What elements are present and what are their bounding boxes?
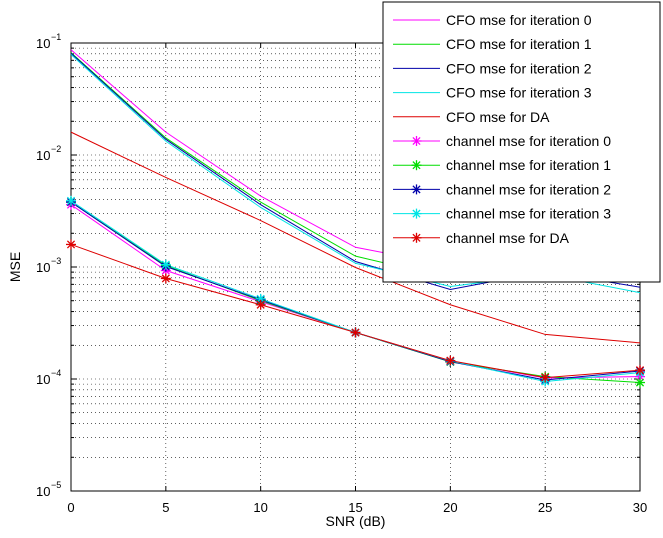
legend-item: channel mse for iteration 1 — [393, 157, 611, 173]
x-axis-tick-labels: 0 5 10 15 20 25 30 — [67, 500, 647, 515]
data-point-star-marker — [255, 299, 266, 310]
legend-item: CFO mse for iteration 1 — [393, 36, 592, 52]
star-marker-stroke — [412, 136, 421, 146]
legend-label: channel mse for DA — [446, 230, 570, 246]
y-tick-label: 10 −2 — [36, 144, 61, 163]
data-point-star-marker — [635, 365, 645, 376]
legend-label: CFO mse for iteration 0 — [446, 12, 592, 28]
data-point-star-marker — [411, 208, 422, 219]
y-axis-tick-labels: 10−510−410−310−210−1 — [36, 32, 61, 499]
data-point-star-marker — [411, 136, 422, 146]
y-tick-label-exponent: −3 — [51, 256, 61, 266]
legend-label: CFO mse for iteration 3 — [446, 85, 592, 101]
data-point-star-marker — [66, 195, 76, 206]
legend-box — [382, 1, 661, 283]
legend: CFO mse for iteration 0 CFO mse for itera… — [382, 1, 661, 283]
y-tick-label-base: 10 — [36, 372, 50, 387]
data-point-star-marker — [350, 327, 361, 338]
legend-item: CFO mse for iteration 2 — [393, 60, 592, 76]
y-tick-label-exponent: −5 — [51, 480, 61, 490]
legend-label: channel mse for iteration 2 — [446, 181, 611, 197]
star-marker-stroke — [161, 260, 170, 269]
star-marker-stroke — [351, 328, 360, 337]
legend-item: channel mse for iteration 2 — [393, 181, 611, 197]
star-marker-stroke — [635, 378, 645, 387]
data-point-star-marker — [160, 259, 171, 270]
x-tick-label: 5 — [162, 500, 169, 515]
star-marker-stroke — [161, 274, 170, 283]
star-marker-stroke — [256, 294, 265, 303]
y-tick-label-base: 10 — [36, 148, 50, 163]
legend-label: channel mse for iteration 0 — [446, 133, 611, 149]
star-marker-stroke — [446, 356, 455, 365]
y-tick-label-base: 10 — [36, 36, 50, 51]
legend-item: channel mse for iteration 3 — [393, 206, 611, 222]
series-line — [70, 131, 641, 344]
x-tick-label: 30 — [633, 500, 647, 515]
star-marker-stroke — [66, 240, 76, 249]
y-tick-label: 10 −5 — [36, 480, 61, 499]
series-markers — [66, 195, 645, 388]
y-tick-label-exponent: −4 — [51, 368, 61, 378]
star-marker-stroke — [541, 373, 550, 382]
data-point-star-marker — [411, 160, 422, 171]
x-tick-label: 15 — [348, 500, 362, 515]
data-point-star-marker — [445, 355, 456, 366]
legend-item: CFO mse for iteration 3 — [393, 85, 592, 101]
x-tick-label: 0 — [67, 500, 74, 515]
data-point-star-marker — [411, 232, 422, 243]
legend-item: channel mse for DA — [393, 230, 570, 246]
y-tick-label-base: 10 — [36, 260, 50, 275]
legend-item: CFO mse for iteration 0 — [393, 12, 592, 28]
legend-item: CFO mse for DA — [393, 109, 550, 125]
y-tick-label: 10 −1 — [36, 32, 61, 51]
data-point-star-marker — [540, 372, 551, 383]
star-marker-stroke — [635, 366, 645, 375]
y-tick-label-exponent: −2 — [51, 144, 61, 154]
legend-label: channel mse for iteration 1 — [446, 157, 611, 173]
legend-item: channel mse for iteration 0 — [393, 133, 611, 149]
legend-items: CFO mse for iteration 0 CFO mse for itera… — [393, 12, 611, 246]
y-tick-label-exponent: −1 — [51, 32, 61, 42]
star-marker-stroke — [412, 233, 421, 242]
star-marker-stroke — [412, 185, 421, 194]
star-marker-stroke — [412, 161, 421, 170]
legend-label: CFO mse for iteration 2 — [446, 60, 592, 76]
x-tick-label: 20 — [443, 500, 457, 515]
data-point-star-marker — [411, 184, 422, 195]
y-axis-title: MSE — [7, 252, 23, 282]
data-point-star-marker — [66, 239, 76, 250]
star-marker-stroke — [412, 209, 421, 218]
y-tick-label: 10 −3 — [36, 256, 61, 275]
star-marker-stroke — [256, 300, 265, 309]
y-tick-label: 10 −4 — [36, 368, 61, 387]
x-axis-title: SNR (dB) — [326, 513, 386, 529]
legend-label: CFO mse for DA — [446, 109, 550, 125]
legend-label: CFO mse for iteration 1 — [446, 36, 592, 52]
data-point-star-marker — [160, 273, 171, 284]
y-tick-label-base: 10 — [36, 484, 50, 499]
data-point-star-marker — [635, 377, 645, 388]
x-tick-label: 25 — [538, 500, 552, 515]
legend-label: channel mse for iteration 3 — [446, 206, 611, 222]
star-marker-stroke — [66, 196, 76, 205]
x-tick-label: 10 — [253, 500, 267, 515]
